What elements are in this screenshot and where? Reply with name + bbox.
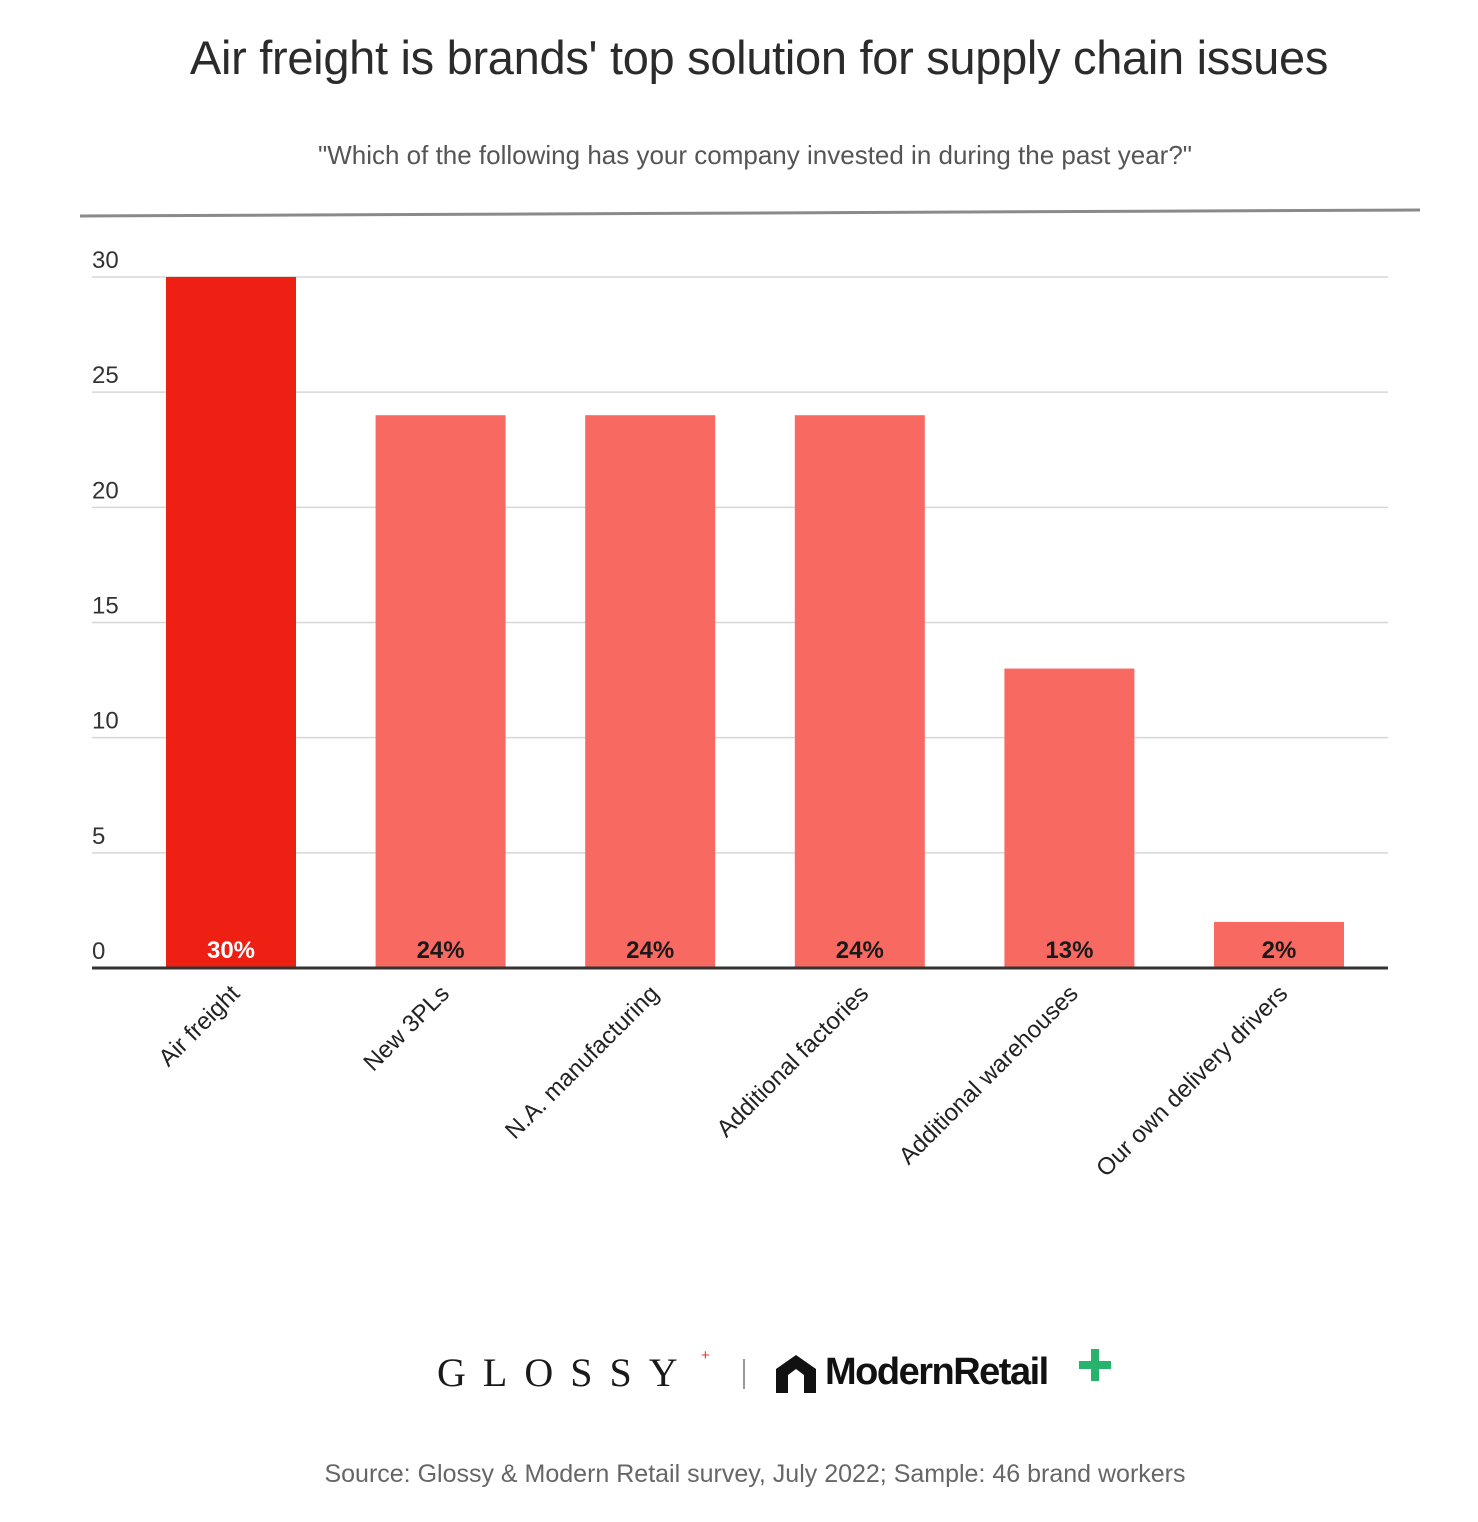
modern-retail-logo: ModernRetail xyxy=(825,1351,1049,1393)
data-label: 24% xyxy=(417,937,465,964)
y-tick-label: 10 xyxy=(92,708,119,735)
bar-chart: 0 5 10 15 20 25 30 30% 24% 24% 24% 13% 2% Air freig… xyxy=(79,208,1421,1182)
x-category-label: Additional factories xyxy=(712,980,874,1142)
y-tick-label: 5 xyxy=(92,823,105,850)
chart-source: Source: Glossy & Modern Retail survey, J… xyxy=(324,1460,1186,1488)
x-category-label: New 3PLs xyxy=(358,980,454,1076)
data-labels: 30% 24% 24% 24% 13% 2% xyxy=(207,937,1296,964)
x-category-label: Additional warehouses xyxy=(894,980,1084,1170)
modern-retail-house-icon xyxy=(776,1355,816,1393)
glossy-logo: GLOSSY xyxy=(437,1350,695,1395)
grid-lines xyxy=(92,276,1388,854)
y-axis-ticks: 0 5 10 15 20 25 30 xyxy=(92,247,119,965)
x-axis-categories: Air freight New 3PLs N.A. manufacturing Add… xyxy=(154,980,1294,1182)
chart-title: Air freight is brands' top solution for … xyxy=(189,31,1329,84)
bars xyxy=(166,277,1344,968)
data-label: 24% xyxy=(626,937,674,964)
glossy-plus-icon: + xyxy=(701,1347,710,1364)
x-category-label: N.A. manufacturing xyxy=(500,980,664,1144)
y-tick-label: 0 xyxy=(92,938,105,965)
bar xyxy=(1214,921,1344,968)
bar xyxy=(166,277,296,968)
data-label: 2% xyxy=(1262,937,1297,964)
header-rule xyxy=(79,208,1421,218)
data-label: 30% xyxy=(207,937,255,964)
bar xyxy=(1004,668,1135,968)
x-category-label: Air freight xyxy=(154,980,246,1072)
y-tick-label: 20 xyxy=(92,477,119,504)
y-tick-label: 30 xyxy=(92,247,119,274)
chart-subtitle: "Which of the following has your company… xyxy=(317,140,1193,170)
bar xyxy=(794,415,925,968)
bar xyxy=(375,415,506,968)
x-category-label: Our own delivery drivers xyxy=(1091,980,1293,1182)
logo-divider xyxy=(743,1359,745,1389)
logo-row: GLOSSY + ModernRetail xyxy=(0,1345,1478,1405)
modern-retail-plus-icon xyxy=(1079,1349,1111,1381)
data-label: 24% xyxy=(836,937,884,964)
bar xyxy=(585,415,716,968)
y-tick-label: 15 xyxy=(92,593,119,620)
data-label: 13% xyxy=(1045,937,1093,964)
y-tick-label: 25 xyxy=(92,362,119,389)
